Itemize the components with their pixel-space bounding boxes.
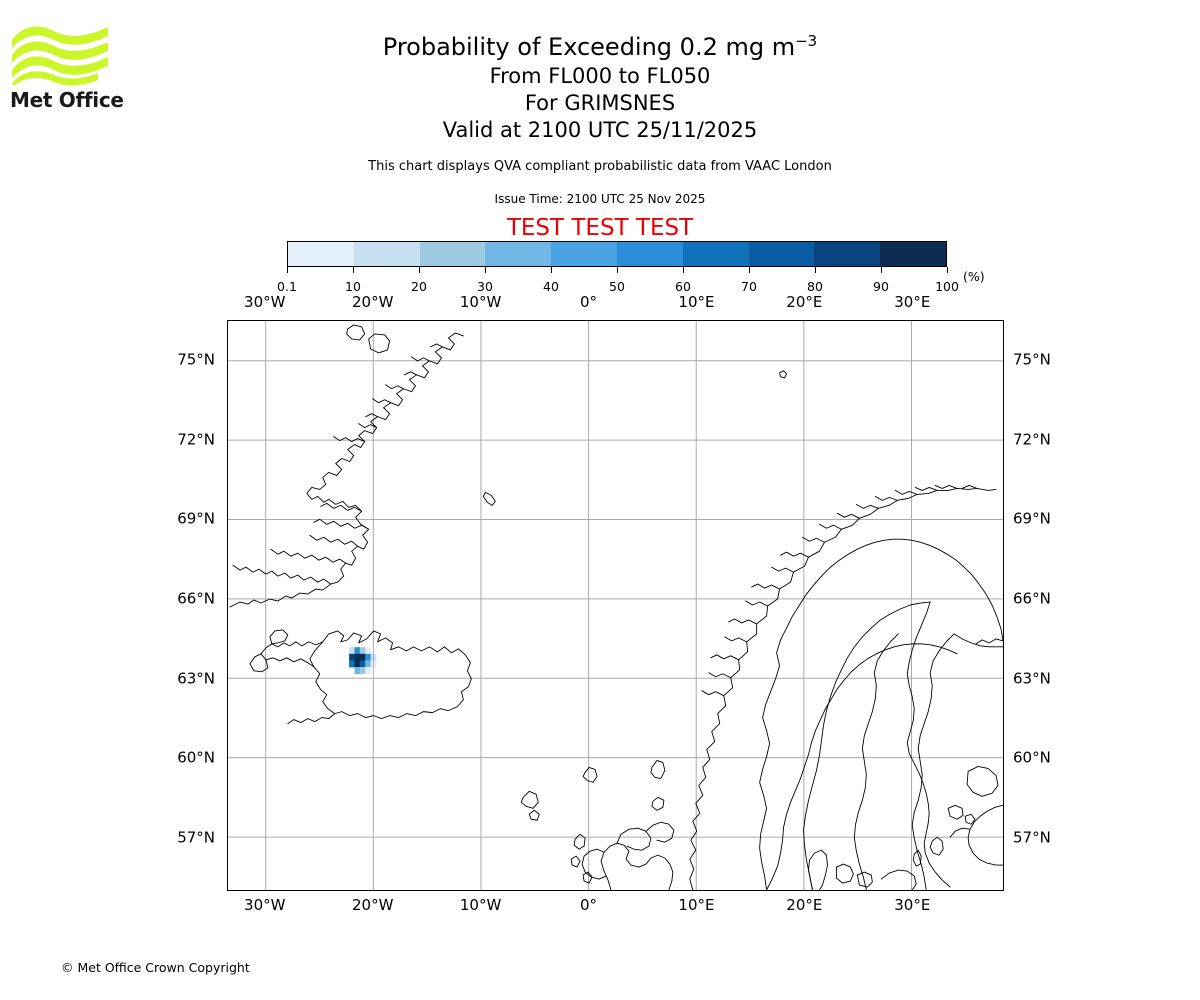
colorbar-tick-labels: 0.1 10 20 30 40 50 60 70 80 90 100 <box>277 279 959 297</box>
colorbar-segment-9 <box>880 242 946 266</box>
test-banner: TEST TEST TEST <box>506 215 694 241</box>
volcano-name: For GRIMSNES <box>524 91 676 115</box>
lat-label-left-1: 60°N <box>177 748 215 767</box>
colorbar-tick-4 <box>551 267 552 273</box>
colorbar-tick-10 <box>947 267 948 273</box>
lon-label-bottom-1: 20°W <box>351 896 394 914</box>
colorbar-tick-3 <box>485 267 486 273</box>
colorbar-tick-2 <box>419 267 420 273</box>
colorbar-tick-label-8: 80 <box>807 279 823 294</box>
flight-level-range: From FL000 to FL050 <box>489 64 711 88</box>
ash-cell-10 <box>354 660 361 668</box>
colorbar-tick-label-5: 50 <box>609 279 625 294</box>
lat-label-right-0: 57°N <box>1013 828 1051 847</box>
lat-label-right-3: 66°N <box>1013 589 1051 608</box>
colorbar-tick-label-10: 100 <box>935 279 959 294</box>
colorbar-segment-0 <box>288 242 354 266</box>
ash-cell-2 <box>359 647 366 655</box>
colorbar-tick-0 <box>287 267 288 273</box>
page-title-text: Probability of Exceeding 0.2 mg m <box>382 33 796 61</box>
ash-cell-5 <box>354 653 361 661</box>
colorbar-segment-5 <box>616 242 683 266</box>
ash-cell-15 <box>359 667 366 675</box>
colorbar-segment-7 <box>748 242 815 266</box>
map-canvas <box>228 321 1003 890</box>
ash-cell-6 <box>359 653 366 661</box>
page-title-exponent: −3 <box>795 32 818 50</box>
ash-cell-12 <box>365 660 372 668</box>
colorbar-gradient <box>287 241 947 267</box>
ash-cell-14 <box>354 667 361 675</box>
map-plot-area[interactable] <box>227 320 1004 891</box>
colorbar-tick-1 <box>353 267 354 273</box>
ash-cell-16 <box>365 667 372 675</box>
ash-cell-11 <box>359 660 366 668</box>
copyright-notice: © Met Office Crown Copyright <box>61 960 250 975</box>
lon-label-top-5: 20°E <box>786 293 823 311</box>
colorbar-tick-label-7: 70 <box>741 279 757 294</box>
colorbar-segment-2 <box>419 242 486 266</box>
lon-label-bottom-5: 20°E <box>786 896 823 914</box>
colorbar-segment-3 <box>485 242 552 266</box>
met-office-logo: Met Office <box>10 22 124 114</box>
colorbar-tick-label-3: 30 <box>477 279 493 294</box>
colorbar-tick-label-9: 90 <box>873 279 889 294</box>
ash-cell-1 <box>354 647 361 655</box>
lat-label-left-4: 69°N <box>177 509 215 528</box>
map-gridlines <box>228 321 1003 890</box>
lon-label-top-6: 30°E <box>894 293 931 311</box>
lon-label-top-1: 20°W <box>351 293 394 311</box>
colorbar-unit-label: (%) <box>963 269 985 284</box>
ash-cell-4 <box>349 653 355 661</box>
colorbar-tick-9 <box>881 267 882 273</box>
ash-cell-0 <box>349 647 355 655</box>
lon-label-bottom-2: 10°W <box>459 896 502 914</box>
ash-cell-7 <box>365 653 372 661</box>
lon-label-bottom-4: 10°E <box>678 896 715 914</box>
lon-label-top-2: 10°W <box>459 293 502 311</box>
issue-time: Issue Time: 2100 UTC 25 Nov 2025 <box>494 192 706 206</box>
ash-probability-layer <box>349 647 377 675</box>
colorbar-tick-label-1: 10 <box>345 279 361 294</box>
coastlines-layer <box>229 324 1003 890</box>
colorbar-tick-5 <box>617 267 618 273</box>
lat-label-right-6: 75°N <box>1013 350 1051 369</box>
qva-note: This chart displays QVA compliant probab… <box>368 159 832 174</box>
lon-label-bottom-0: 30°W <box>244 896 286 914</box>
ash-cell-9 <box>349 660 355 668</box>
lat-label-right-1: 60°N <box>1013 748 1051 767</box>
colorbar-tick-6 <box>683 267 684 273</box>
lon-label-bottom-3: 0° <box>579 896 598 914</box>
colorbar-segment-8 <box>814 242 881 266</box>
colorbar-tick-7 <box>749 267 750 273</box>
lon-label-top-0: 30°W <box>244 293 286 311</box>
probability-colorbar: 0.1 10 20 30 40 50 60 70 80 90 100 <box>277 241 959 297</box>
ash-cell-3 <box>365 647 372 655</box>
lat-label-left-2: 63°N <box>177 669 215 688</box>
colorbar-tick-label-6: 60 <box>675 279 691 294</box>
colorbar-tick-label-0: 0.1 <box>277 279 297 294</box>
lon-label-bottom-6: 30°E <box>894 896 931 914</box>
lat-label-left-3: 66°N <box>177 589 215 608</box>
page-title: Probability of Exceeding 0.2 mg m−3 <box>0 26 1200 62</box>
lat-label-left-0: 57°N <box>177 828 215 847</box>
colorbar-tick-label-4: 40 <box>543 279 559 294</box>
lon-label-top-3: 0° <box>579 293 598 311</box>
colorbar-tick-8 <box>815 267 816 273</box>
colorbar-segment-4 <box>551 242 617 266</box>
met-office-waves-icon <box>12 26 108 86</box>
colorbar-tick-label-2: 20 <box>411 279 427 294</box>
lat-label-right-2: 63°N <box>1013 669 1051 688</box>
valid-time: Valid at 2100 UTC 25/11/2025 <box>442 118 758 142</box>
lat-label-right-4: 69°N <box>1013 509 1051 528</box>
lat-label-left-5: 72°N <box>177 430 215 448</box>
colorbar-segment-1 <box>353 242 420 266</box>
lat-label-right-5: 72°N <box>1013 430 1051 448</box>
colorbar-ticks <box>287 267 948 279</box>
met-office-wordmark: Met Office <box>10 88 124 112</box>
colorbar-segment-6 <box>682 242 749 266</box>
lat-label-left-6: 75°N <box>177 350 215 369</box>
lon-label-top-4: 10°E <box>678 293 715 311</box>
